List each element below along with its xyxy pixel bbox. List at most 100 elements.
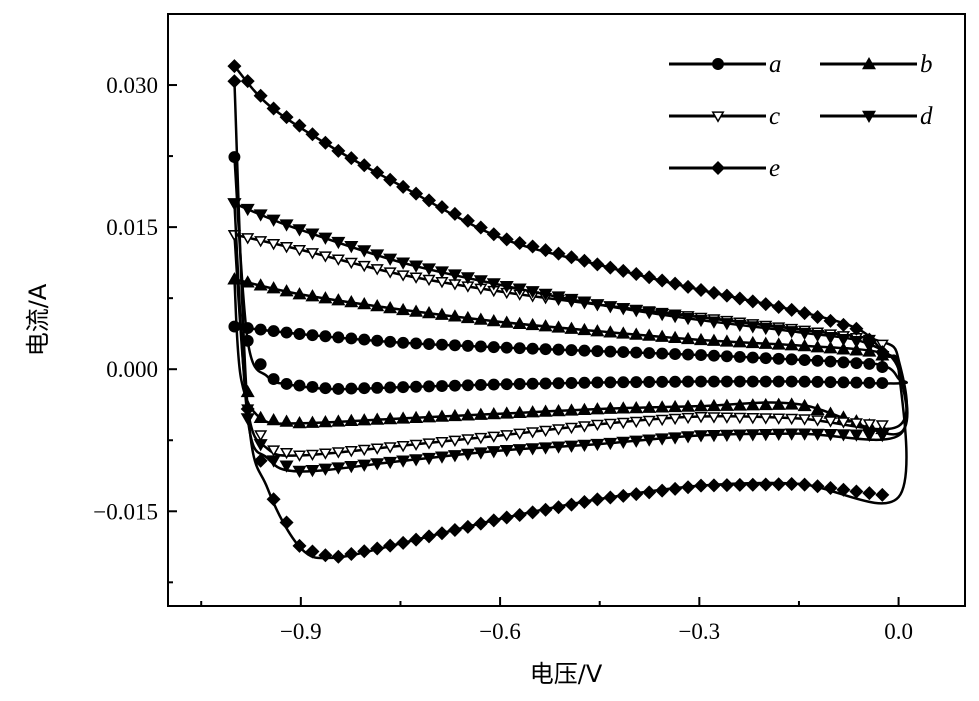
marker-circle <box>306 380 319 393</box>
marker-diamond <box>693 478 708 493</box>
marker-triangle-up <box>797 338 812 352</box>
marker-triangle-down-open <box>513 428 527 441</box>
marker-triangle-down <box>318 463 333 476</box>
marker-circle <box>682 348 694 361</box>
marker-triangle-up <box>668 399 683 413</box>
marker-triangle-down <box>732 319 747 332</box>
marker-diamond <box>732 291 747 306</box>
marker-triangle-down <box>422 452 437 466</box>
marker-triangle-down-open <box>551 424 566 436</box>
marker-circle <box>811 375 824 388</box>
marker-triangle-up <box>525 317 540 331</box>
legend-label: e <box>769 155 780 182</box>
marker-circle <box>824 355 837 368</box>
marker-triangle-down <box>862 110 876 123</box>
marker-diamond <box>422 193 437 208</box>
marker-triangle-down-open <box>862 419 876 431</box>
marker-diamond <box>681 480 696 495</box>
marker-circle <box>759 375 772 388</box>
marker-triangle-down <box>642 307 657 320</box>
marker-triangle-down <box>732 429 747 442</box>
marker-triangle-down <box>603 301 618 314</box>
marker-triangle-down <box>253 439 268 452</box>
marker-diamond <box>512 235 527 250</box>
marker-triangle-down-open <box>305 449 320 462</box>
marker-triangle-down <box>434 266 449 279</box>
marker-triangle-up <box>642 328 657 341</box>
marker-circle <box>837 376 850 389</box>
marker-triangle-up <box>240 275 255 288</box>
marker-triangle-down <box>706 429 721 443</box>
marker-circle <box>785 353 798 366</box>
marker-triangle-up <box>266 281 281 294</box>
marker-triangle-up <box>577 322 592 336</box>
marker-circle <box>384 335 397 348</box>
marker-triangle-up <box>797 398 812 412</box>
marker-triangle-down <box>409 454 424 467</box>
marker-triangle-up <box>305 415 320 428</box>
marker-triangle-down-open <box>331 447 345 459</box>
marker-diamond <box>771 299 786 314</box>
x-tick-label: 0.0 <box>884 619 913 644</box>
marker-triangle-down-open <box>396 270 410 282</box>
marker-diamond <box>344 151 359 166</box>
legend-label: a <box>769 51 782 78</box>
marker-triangle-down <box>357 459 372 472</box>
marker-circle <box>358 382 371 395</box>
marker-triangle-down <box>473 275 488 288</box>
marker-diamond <box>538 243 553 258</box>
marker-triangle-up <box>266 412 281 426</box>
marker-triangle-up <box>564 403 579 416</box>
marker-circle <box>682 375 694 388</box>
marker-triangle-down <box>629 435 644 448</box>
marker-circle <box>695 349 707 362</box>
marker-circle <box>643 376 656 388</box>
y-tick-label: 0.030 <box>106 73 158 98</box>
marker-triangle-up <box>590 402 605 415</box>
marker-diamond <box>538 502 553 517</box>
marker-diamond <box>797 306 812 321</box>
marker-diamond <box>383 538 398 553</box>
plot-area <box>227 59 909 564</box>
marker-circle <box>397 381 410 394</box>
marker-triangle-down <box>681 431 696 444</box>
marker-diamond <box>331 143 346 158</box>
marker-triangle-down <box>279 460 294 473</box>
marker-circle <box>319 330 332 343</box>
marker-triangle-up <box>655 400 670 413</box>
x-tick-label: −0.3 <box>678 619 720 644</box>
marker-triangle-down <box>642 434 657 447</box>
marker-triangle-down-open <box>772 413 786 425</box>
marker-diamond <box>784 302 799 317</box>
marker-triangle-up <box>447 309 462 322</box>
marker-triangle-down-open <box>422 438 436 450</box>
marker-circle <box>461 339 474 352</box>
marker-triangle-down-open <box>746 412 760 425</box>
marker-circle <box>397 336 410 349</box>
y-tick-label: −0.015 <box>93 499 158 524</box>
marker-triangle-up <box>603 325 618 338</box>
marker-diamond <box>240 74 255 89</box>
marker-triangle-down <box>745 429 760 442</box>
marker-diamond <box>797 477 812 492</box>
marker-triangle-up <box>862 57 876 70</box>
marker-circle <box>617 346 630 359</box>
marker-triangle-down <box>577 296 592 309</box>
marker-triangle-down <box>525 443 540 456</box>
marker-diamond <box>758 477 773 492</box>
marker-diamond <box>318 548 333 563</box>
marker-triangle-down-open <box>370 264 384 276</box>
marker-triangle-down <box>784 326 799 339</box>
marker-triangle-down <box>473 447 488 460</box>
marker-triangle-down <box>434 451 449 464</box>
marker-triangle-down <box>577 439 592 453</box>
marker-triangle-down-open <box>292 450 307 462</box>
marker-diamond <box>668 481 683 496</box>
marker-diamond <box>745 294 760 309</box>
marker-circle <box>785 375 798 388</box>
marker-circle <box>707 349 720 362</box>
marker-diamond <box>655 483 670 498</box>
marker-circle <box>448 379 461 392</box>
marker-triangle-down-open <box>811 415 825 427</box>
marker-triangle-down-open <box>370 443 384 455</box>
